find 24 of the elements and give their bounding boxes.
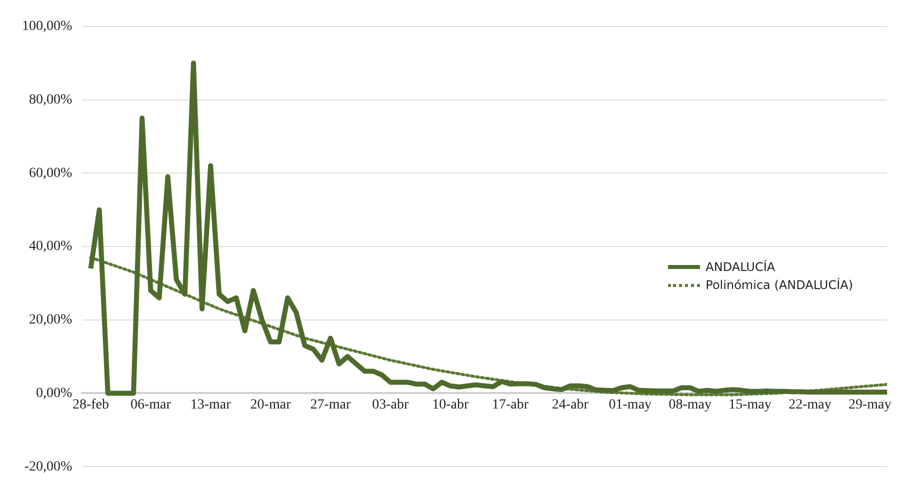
y-tick-label: 100,00% (22, 19, 72, 34)
line-series (89, 256, 887, 396)
x-tick-label: 01-may (608, 397, 652, 412)
x-tick-label: 27-mar (310, 397, 352, 412)
y-tick-label: 60,00% (28, 166, 72, 181)
x-tick-label: 13-mar (190, 397, 232, 412)
x-tick-label: 20-mar (250, 397, 292, 412)
legend-label: Polinómica (ANDALUCÍA) (706, 278, 853, 292)
x-tick-label: 22-may (788, 397, 832, 412)
x-tick-label: 24-abr (552, 397, 589, 412)
x-tick-label: 28-feb (72, 397, 109, 412)
y-tick-label: 80,00% (28, 92, 72, 108)
legend-label: ANDALUCÍA (706, 260, 776, 274)
x-tick-label: 29-may (848, 397, 892, 412)
y-tick-label: -20,00% (24, 459, 72, 474)
x-tick-label: 10-abr (432, 397, 469, 412)
x-tick-label: 15-may (728, 397, 772, 412)
x-tick-label: 08-may (668, 397, 712, 412)
x-tick-label: 17-abr (492, 397, 529, 412)
x-tick-label: 06-mar (130, 397, 172, 412)
y-tick-label: 0,00% (36, 386, 72, 401)
y-tick-label: 40,00% (28, 239, 72, 254)
y-tick-label: 20,00% (28, 312, 72, 328)
x-tick-label: 03-abr (372, 397, 409, 412)
